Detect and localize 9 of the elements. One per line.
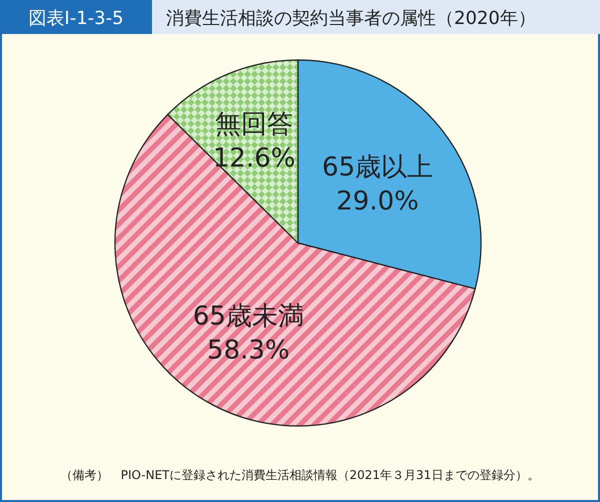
- data-label: 12.6%: [212, 143, 296, 174]
- data-label: 29.0%: [336, 186, 419, 216]
- text: （備考） PIO-NETに登録された消費生活相談情報（2021年３月31日までの登録分）。: [60, 468, 540, 482]
- slice-label: 65歳以上: [322, 152, 434, 182]
- data-label: 58.3%: [207, 336, 290, 366]
- slice-label: 65歳未満: [192, 302, 304, 332]
- slice-label: 無回答: [215, 109, 294, 140]
- chart-title: 消費生活相談の契約当事者の属性（2020年）: [166, 8, 536, 29]
- text: 図表Ⅰ-1-3-5: [28, 8, 124, 29]
